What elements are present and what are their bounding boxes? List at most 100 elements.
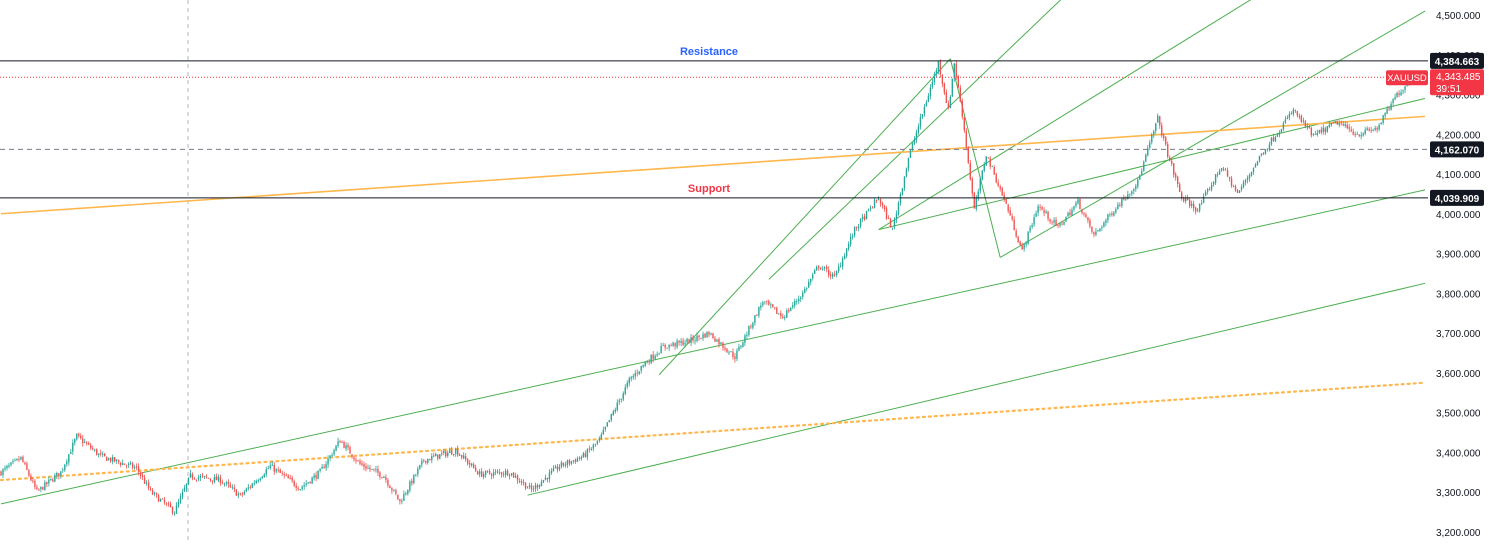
candle	[947, 100, 950, 110]
candle	[1206, 188, 1209, 195]
candle	[991, 165, 993, 168]
candle	[1244, 178, 1247, 186]
candle	[636, 369, 638, 377]
candle	[1296, 110, 1299, 118]
candle	[985, 156, 987, 166]
candle	[421, 458, 423, 468]
steep-fan-line-2[interactable]	[878, 0, 1278, 231]
candle	[297, 486, 299, 491]
candle	[957, 74, 960, 89]
candle	[1163, 132, 1165, 142]
candle	[375, 465, 377, 473]
level-tag-resistance[interactable]	[1430, 52, 1484, 69]
candle	[397, 494, 399, 501]
candle	[931, 79, 934, 90]
candle	[1173, 162, 1175, 178]
candle	[598, 436, 601, 443]
candle	[1093, 231, 1095, 238]
candle	[1284, 115, 1287, 124]
candle	[738, 343, 740, 352]
candle	[207, 477, 210, 479]
candle	[157, 493, 160, 502]
candle	[159, 498, 162, 502]
candle	[427, 458, 429, 465]
candle	[395, 488, 397, 496]
candle	[1015, 228, 1017, 239]
symbol-tag[interactable]	[1386, 70, 1428, 86]
y-tick-label: 3,700.000	[1436, 329, 1481, 340]
candle	[1115, 207, 1117, 215]
candle	[219, 474, 222, 486]
mid-rising-line[interactable]	[878, 97, 1426, 231]
fan-line-from-low[interactable]	[999, 10, 1426, 258]
candle	[413, 474, 415, 485]
candle	[1075, 200, 1077, 208]
candle	[277, 466, 279, 473]
candle	[1218, 168, 1221, 175]
candle	[32, 477, 34, 484]
candle	[1007, 204, 1009, 214]
candle	[628, 376, 630, 387]
candle	[538, 484, 541, 489]
candle	[470, 462, 473, 468]
candle	[476, 470, 479, 475]
candle	[995, 172, 997, 184]
candle	[674, 342, 676, 350]
candle	[584, 450, 587, 458]
candle	[1208, 186, 1211, 191]
candle	[1003, 191, 1005, 202]
candle	[516, 474, 519, 484]
drop-line[interactable]	[949, 58, 1001, 258]
candle	[514, 472, 517, 479]
candle	[171, 506, 174, 516]
bottom-channel-line[interactable]	[527, 282, 1426, 496]
candle	[1314, 130, 1317, 135]
candle	[12, 458, 14, 465]
lower-channel-line[interactable]	[0, 189, 1426, 505]
candle	[0, 470, 2, 477]
candle	[139, 471, 142, 480]
candle	[596, 440, 599, 446]
candle	[125, 464, 128, 469]
candle	[728, 350, 730, 356]
candle	[1192, 200, 1195, 212]
candle	[616, 399, 618, 412]
candle	[1286, 115, 1289, 120]
steep-fan-line-1[interactable]	[768, 0, 1078, 280]
candle	[482, 471, 485, 480]
orange-dotted-line[interactable]	[0, 381, 1427, 482]
candle	[203, 475, 206, 480]
candle	[1240, 184, 1243, 192]
candle	[1167, 141, 1169, 159]
candle	[151, 488, 154, 496]
candle	[829, 271, 832, 280]
candle	[670, 343, 672, 347]
candle	[60, 471, 62, 479]
candle	[1374, 125, 1376, 132]
rally-line[interactable]	[658, 58, 951, 376]
candle	[315, 471, 317, 482]
candle	[1300, 114, 1303, 124]
candle	[632, 373, 634, 380]
candle	[945, 89, 948, 104]
candle	[439, 454, 441, 460]
price-axis[interactable]: 3,200.000 3,300.000 3,400.000 3,500.000 3,60…	[1386, 0, 1492, 544]
candle	[183, 485, 186, 492]
level-tag-mid[interactable]	[1430, 141, 1484, 158]
candle	[1049, 218, 1051, 225]
candle	[586, 448, 589, 461]
candle	[295, 482, 297, 491]
level-tag-support[interactable]	[1430, 189, 1484, 206]
candle	[1027, 231, 1029, 246]
candle	[90, 442, 92, 451]
last-price-tag[interactable]	[1430, 69, 1484, 96]
candle	[730, 351, 732, 353]
candle	[415, 473, 417, 477]
candle	[612, 409, 614, 416]
candle	[121, 459, 124, 466]
candle	[592, 443, 595, 452]
candle	[337, 437, 339, 448]
